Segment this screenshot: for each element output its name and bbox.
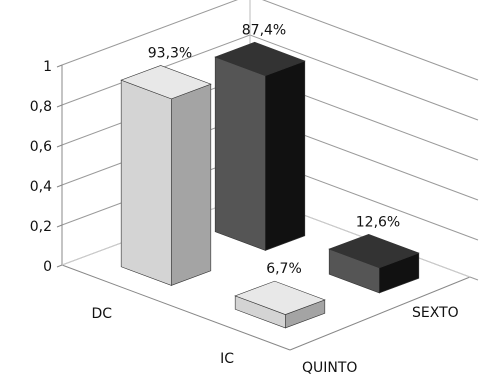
bar-side-s1-c0 (265, 60, 306, 251)
bar-top-s0-c1 (234, 280, 326, 315)
bar-top-s1-c0 (214, 41, 306, 76)
y-tick-3 (56, 144, 63, 148)
y-tick-label-1: 0,2 (30, 219, 52, 235)
y-tick-4 (56, 104, 63, 108)
y-tick-5 (56, 64, 63, 68)
y-tick-label-0: 0 (43, 259, 52, 275)
y-tick-label-2: 0,4 (30, 179, 52, 195)
bar-top-s1-c1 (328, 234, 420, 269)
y-tick-label-4: 0,8 (30, 99, 52, 115)
depth-category-label-0: QUINTO (302, 360, 357, 375)
data-label-s0-c1: 6,7% (266, 261, 302, 277)
bar-front-s1-c0 (214, 56, 266, 251)
y-tick-label-3: 0,6 (30, 139, 52, 155)
x-axis-line (61, 264, 291, 351)
bar-top-s0-c0 (120, 65, 212, 100)
y-tick-0 (56, 264, 63, 268)
bar-front-s0-c0 (120, 79, 172, 286)
data-label-s0-c0: 93,3% (148, 45, 192, 61)
data-label-s1-c1: 12,6% (356, 214, 400, 230)
depth-category-label-1: SEXTO (412, 305, 459, 321)
x-category-label-0: DC (91, 306, 112, 322)
y-tick-2 (56, 184, 63, 188)
x-category-label-1: IC (220, 351, 234, 367)
depth-axis-line (289, 276, 471, 351)
y-tick-1 (56, 224, 63, 228)
data-label-s1-c0: 87,4% (242, 22, 286, 38)
gridline-5 (61, 0, 479, 81)
y-tick-label-5: 1 (43, 59, 52, 75)
bar-side-s0-c0 (171, 83, 212, 286)
side-wall (250, 0, 478, 277)
